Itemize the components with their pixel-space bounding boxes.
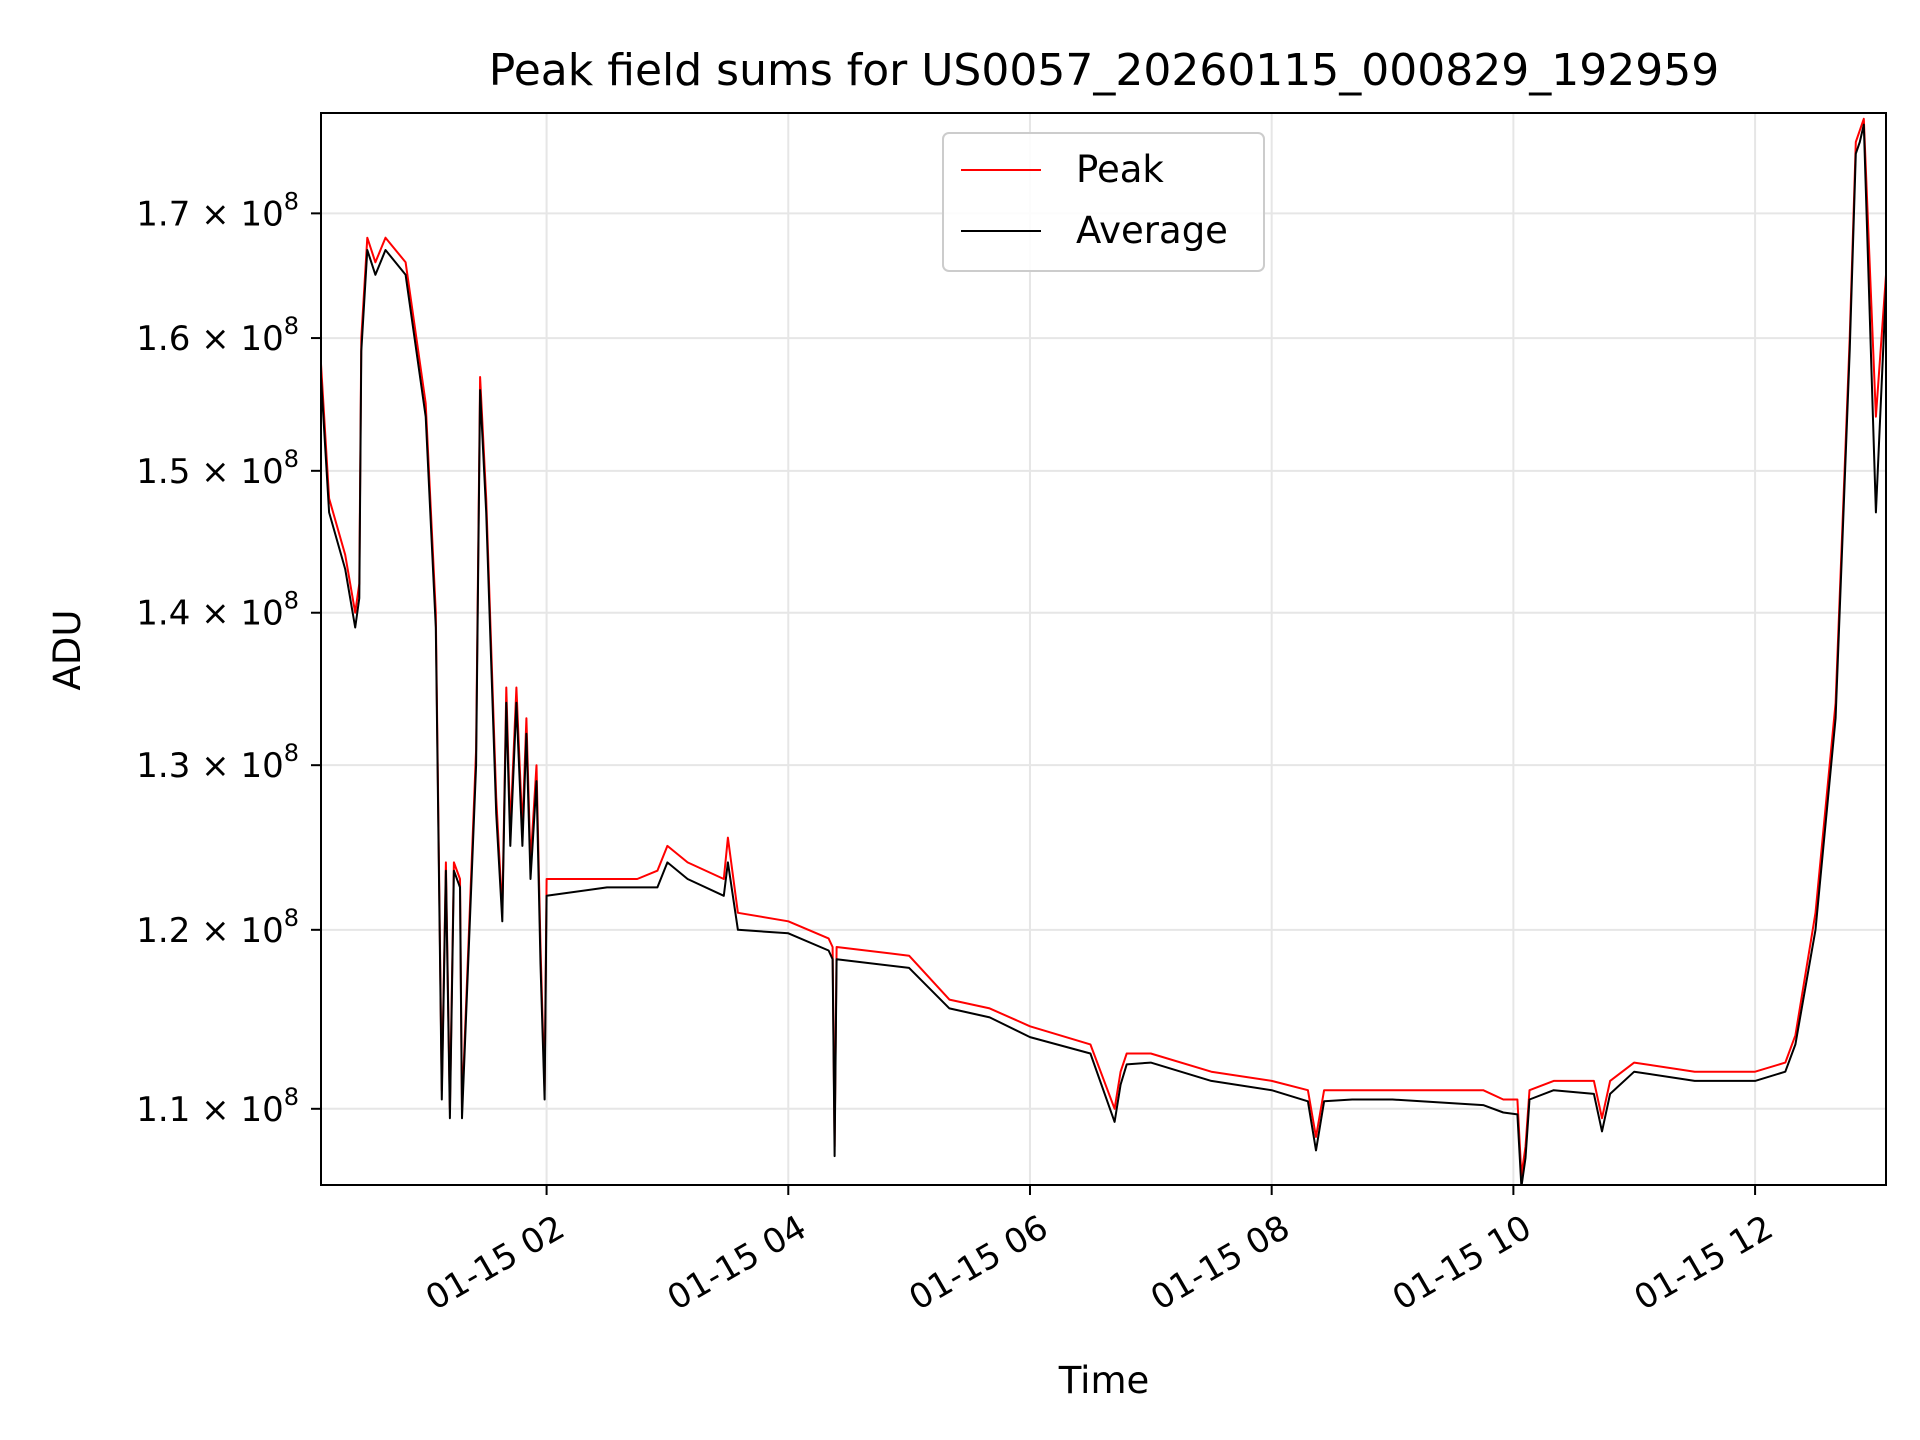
y-tick-mantissa: 1.1 [136,1090,190,1130]
y-tick-exponent: 8 [284,187,299,215]
y-tick-times: × 10 [190,452,283,492]
y-tick-exponent: 8 [284,1083,299,1111]
y-tick-label: 1.3 × 108 [136,739,299,786]
y-tick-times: × 10 [190,911,283,951]
y-tick-exponent: 8 [284,739,299,767]
y-tick-label: 1.4 × 108 [136,587,299,634]
legend-label-average: Average [1076,209,1228,252]
y-tick-exponent: 8 [284,904,299,932]
y-tick-label: 1.5 × 108 [136,445,299,492]
y-tick-mantissa: 1.2 [136,911,190,951]
chart-title: Peak field sums for US0057_20260115_0008… [489,45,1719,96]
y-tick-mantissa: 1.6 [136,319,190,359]
legend-label-peak: Peak [1076,148,1164,191]
y-tick-label: 1.1 × 108 [136,1083,299,1130]
y-tick-times: × 10 [190,746,283,786]
y-axis-label: ADU [46,610,89,691]
legend: Peak Average [942,132,1265,272]
y-tick-exponent: 8 [284,587,299,615]
x-axis-label: Time [1058,1359,1150,1402]
y-tick-mantissa: 1.4 [136,594,190,634]
y-tick-mantissa: 1.7 [136,194,190,234]
y-tick-mantissa: 1.5 [136,452,190,492]
y-tick-mantissa: 1.3 [136,746,190,786]
series-layer [321,117,1886,1185]
series-line-average [321,123,1886,1185]
y-tick-label: 1.6 × 108 [136,312,299,359]
y-tick-label: 1.2 × 108 [136,904,299,951]
plot-frame [320,112,1887,1186]
y-tick-exponent: 8 [284,445,299,473]
y-tick-exponent: 8 [284,312,299,340]
y-tick-label: 1.7 × 108 [136,187,299,234]
y-tick-times: × 10 [190,1090,283,1130]
grid [321,113,1886,1185]
legend-box [942,132,1265,272]
y-tick-times: × 10 [190,319,283,359]
y-tick-times: × 10 [190,194,283,234]
y-tick-times: × 10 [190,594,283,634]
